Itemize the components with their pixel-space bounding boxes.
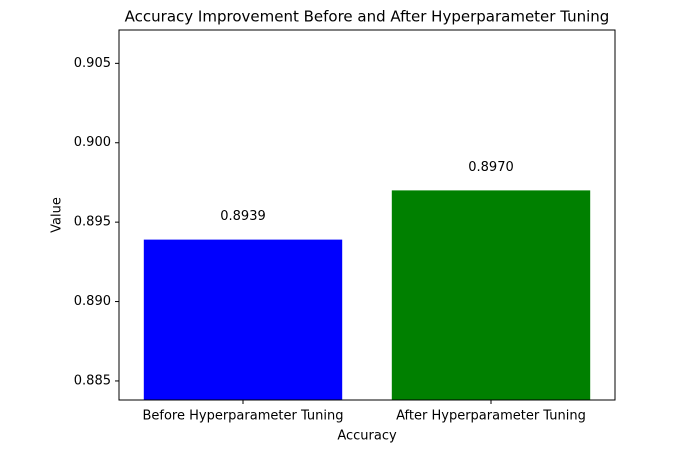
y-tick-label: 0.885 — [74, 373, 111, 388]
value-label: 0.8939 — [220, 209, 266, 224]
plot-frame — [118, 29, 616, 401]
y-tick-label: 0.900 — [74, 135, 111, 150]
y-tick-label: 0.905 — [74, 56, 111, 71]
bar — [391, 190, 591, 400]
chart-title: Accuracy Improvement Before and After Hy… — [125, 8, 610, 26]
y-tick-label: 0.895 — [74, 215, 111, 230]
y-tick-label: 0.890 — [74, 294, 111, 309]
x-tick-label: Before Hyperparameter Tuning — [142, 409, 343, 424]
bar — [143, 239, 343, 400]
value-label: 0.8970 — [468, 160, 514, 175]
x-tick-label: After Hyperparameter Tuning — [396, 409, 586, 424]
x-axis-label: Accuracy — [337, 429, 397, 444]
y-axis-label: Value — [50, 197, 65, 233]
